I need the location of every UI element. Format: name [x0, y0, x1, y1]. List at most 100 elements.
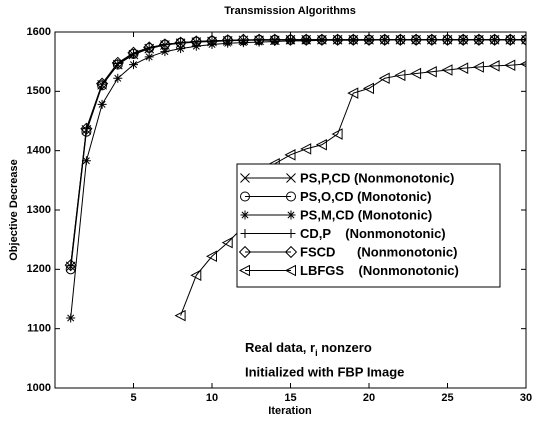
marker	[315, 33, 329, 46]
x-tick-label: 10	[206, 392, 218, 404]
marker	[143, 41, 156, 54]
axes: 5 10 15 20 25 30 1000 1100 1200 1300 1400 1500 1600	[27, 26, 533, 404]
marker	[300, 33, 313, 46]
marker	[347, 33, 360, 46]
marker	[205, 34, 219, 48]
marker	[81, 156, 91, 166]
marker	[190, 269, 202, 282]
legend-label: PS,O,CD (Monotonic)	[300, 189, 431, 204]
marker	[488, 33, 501, 46]
marker	[286, 173, 296, 183]
legend-box	[236, 163, 501, 288]
y-tick-label: 1300	[27, 204, 51, 216]
marker	[237, 33, 250, 46]
marker	[362, 33, 376, 46]
y-tick-label: 1000	[27, 382, 51, 394]
marker	[409, 33, 423, 46]
marker	[190, 35, 203, 48]
marker	[300, 143, 312, 155]
marker	[127, 46, 140, 59]
marker	[457, 62, 469, 74]
marker	[488, 60, 500, 72]
marker	[284, 245, 298, 259]
marker	[286, 191, 296, 202]
marker	[378, 33, 391, 46]
x-tick-label: 20	[363, 392, 375, 404]
y-tick-label: 1100	[27, 323, 51, 335]
y-tick-label: 1200	[27, 263, 51, 275]
x-tick-label: 15	[284, 392, 296, 404]
marker	[457, 33, 470, 46]
x-tick-label: 30	[520, 392, 532, 404]
marker	[315, 138, 327, 151]
marker	[286, 229, 296, 238]
marker	[284, 33, 297, 46]
annotation: Real data, ri nonzero	[245, 340, 372, 358]
marker	[394, 69, 406, 82]
marker	[158, 38, 172, 51]
y-axis-label: Objective Decrease	[8, 159, 20, 261]
marker	[268, 33, 281, 46]
marker	[425, 65, 437, 78]
marker	[472, 61, 484, 73]
marker	[174, 309, 186, 322]
marker	[347, 87, 359, 99]
marker	[252, 33, 266, 46]
legend-label: PS,M,CD (Monotonic)	[300, 207, 432, 222]
marker	[504, 33, 517, 46]
marker	[240, 191, 250, 202]
marker	[240, 173, 250, 183]
y-tick-label: 1400	[27, 145, 51, 157]
marker	[129, 49, 138, 59]
marker	[286, 210, 296, 220]
marker	[240, 210, 250, 220]
marker	[221, 34, 234, 47]
plot-area	[64, 33, 526, 323]
marker	[95, 77, 109, 90]
marker	[331, 33, 344, 46]
marker	[504, 59, 516, 72]
marker	[378, 72, 390, 85]
marker	[160, 47, 170, 57]
marker	[221, 236, 233, 249]
marker	[331, 128, 343, 140]
annotation-text: nonzero	[318, 340, 372, 355]
marker	[174, 36, 187, 49]
marker	[441, 64, 453, 76]
marker	[472, 33, 486, 46]
marker	[129, 60, 138, 70]
x-tick-label: 5	[130, 392, 136, 404]
marker	[519, 33, 526, 46]
legend: PS,P,CD (Nonmonotonic) PS,O,CD (Monotonic…	[236, 163, 501, 288]
marker	[64, 259, 77, 272]
marker	[425, 33, 438, 46]
legend-label: PS,P,CD (Nonmonotonic)	[300, 170, 454, 185]
marker	[205, 250, 217, 263]
marker	[284, 149, 296, 161]
marker	[97, 99, 107, 109]
x-axis-label: Iteration	[268, 405, 312, 417]
marker	[111, 56, 124, 69]
y-tick-label: 1500	[27, 85, 51, 97]
marker	[362, 82, 374, 95]
marker	[410, 67, 422, 80]
marker	[144, 52, 154, 62]
marker	[238, 245, 252, 259]
marker	[240, 229, 250, 238]
y-tick-label: 1600	[27, 26, 51, 38]
marker	[66, 313, 76, 323]
marker	[394, 33, 407, 46]
chart-title: Transmission Algorithms	[224, 5, 356, 17]
x-tick-label: 25	[441, 392, 453, 404]
annotation-subscript: i	[315, 348, 318, 358]
legend-label: CD,P (Nonmonotonic)	[300, 226, 446, 241]
marker	[80, 122, 93, 135]
legend-label: LBFGS (Nonmonotonic)	[300, 263, 459, 278]
legend-label: FSCD (Nonmonotonic)	[300, 244, 457, 259]
annotation: Initialized with FBP Image	[245, 364, 404, 379]
marker	[238, 264, 250, 277]
marker	[441, 33, 454, 46]
marker	[113, 73, 123, 83]
series-line	[70, 39, 526, 266]
